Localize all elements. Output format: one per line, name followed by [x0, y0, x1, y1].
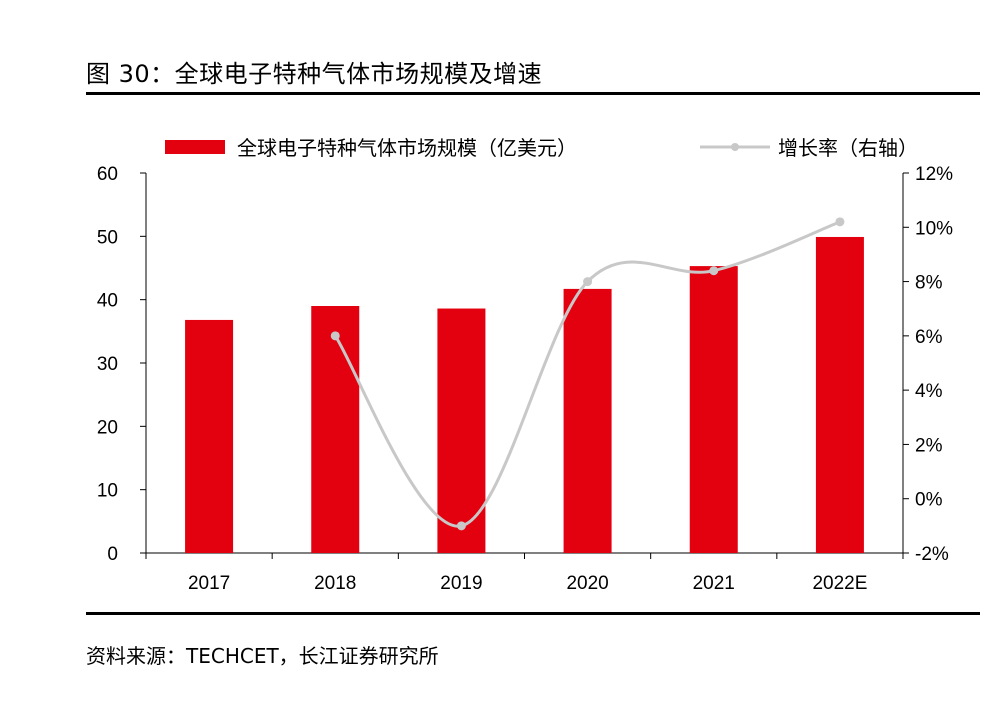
- source-note: 资料来源：TECHCET，长江证券研究所: [86, 644, 439, 668]
- bar: [815, 236, 864, 553]
- left-tick-label: 30: [97, 354, 118, 375]
- left-tick-label: 40: [97, 291, 118, 312]
- growth-line: [330, 217, 845, 531]
- bar: [689, 266, 738, 553]
- x-tick-label: 2021: [693, 573, 735, 594]
- x-tick-label: 2022E: [812, 573, 867, 594]
- right-tick-label: 0%: [915, 490, 943, 511]
- bar: [437, 308, 486, 553]
- right-tick-label: 10%: [915, 218, 953, 239]
- right-tick-label: 4%: [915, 381, 943, 402]
- right-tick-label: 8%: [915, 273, 943, 294]
- bar: [185, 319, 234, 553]
- left-tick-label: 20: [97, 417, 118, 438]
- left-tick-label: 50: [97, 227, 118, 248]
- axes: 0 10 20 30 40 50 60 -2% 0% 2% 4% 6% 8% 10% 12% 2017 2018…: [97, 164, 953, 594]
- bar: [563, 288, 612, 553]
- x-tick-label: 2020: [566, 573, 608, 594]
- right-tick-label: -2%: [915, 544, 949, 565]
- growth-line-path: [333, 220, 841, 528]
- bar: [311, 306, 360, 553]
- figure-title: 图 30：全球电子特种气体市场规模及增速: [86, 60, 543, 88]
- growth-point: [709, 266, 719, 276]
- right-tick-label: 6%: [915, 327, 943, 348]
- growth-point: [583, 277, 593, 287]
- growth-point: [456, 521, 466, 531]
- right-tick-label: 12%: [915, 164, 953, 185]
- bars: [185, 236, 864, 553]
- legend-bar-label: 全球电子特种气体市场规模（亿美元）: [237, 136, 577, 160]
- legend: 全球电子特种气体市场规模（亿美元） 增长率（右轴）: [165, 136, 918, 160]
- x-tick-label: 2018: [314, 573, 356, 594]
- growth-point: [835, 217, 845, 227]
- legend-line-label: 增长率（右轴）: [778, 136, 918, 160]
- legend-line-marker: [731, 143, 739, 151]
- left-tick-label: 10: [97, 481, 118, 502]
- left-tick-label: 60: [97, 164, 118, 185]
- right-tick-label: 2%: [915, 435, 943, 456]
- growth-point: [330, 331, 340, 341]
- x-tick-label: 2019: [440, 573, 482, 594]
- top-rule: [86, 92, 980, 95]
- bottom-rule: [86, 612, 980, 615]
- left-tick-label: 0: [107, 544, 118, 565]
- x-tick-label: 2017: [188, 573, 230, 594]
- legend-bar-swatch: [165, 140, 225, 154]
